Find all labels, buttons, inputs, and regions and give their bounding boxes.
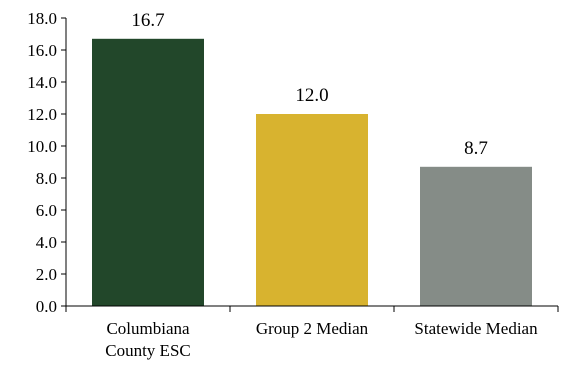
y-tick-label: 0.0: [36, 297, 57, 316]
category-label: County ESC: [105, 341, 191, 360]
x-axis: Columbiana County ESC Group 2 Median Statew…: [65, 305, 559, 360]
data-label: 12.0: [295, 85, 328, 106]
category-label: Columbiana: [106, 319, 190, 338]
y-tick-label: 12.0: [27, 105, 57, 124]
y-tick-label: 16.0: [27, 41, 57, 60]
y-tick-label: 6.0: [36, 201, 57, 220]
data-label: 8.7: [464, 138, 488, 159]
y-tick-label: 8.0: [36, 169, 57, 188]
y-axis: 0.0 2.0 4.0 6.0 8.0 10.0 12.0 14.0 16.0 18.0: [27, 9, 67, 316]
bar: [420, 166, 532, 306]
y-tick-label: 4.0: [36, 233, 57, 252]
y-tick-label: 14.0: [27, 73, 57, 92]
bar: [92, 38, 204, 307]
category-label: Statewide Median: [414, 319, 538, 338]
y-tick-label: 10.0: [27, 137, 57, 156]
bars: 16.7 12.0 8.7: [92, 10, 532, 307]
category-label: Group 2 Median: [256, 319, 369, 338]
y-tick-label: 2.0: [36, 265, 57, 284]
bar: [256, 114, 368, 306]
data-label: 16.7: [131, 10, 164, 31]
y-tick-label: 18.0: [27, 9, 57, 28]
